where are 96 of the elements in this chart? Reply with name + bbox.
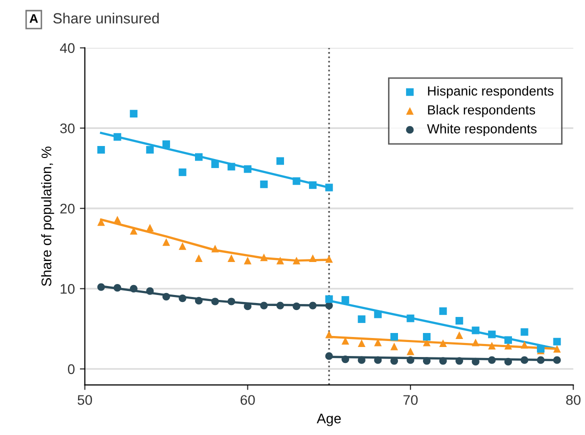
point bbox=[211, 298, 219, 306]
point bbox=[439, 307, 447, 315]
point bbox=[536, 356, 545, 364]
point bbox=[146, 224, 154, 232]
point bbox=[276, 302, 284, 310]
point bbox=[488, 356, 496, 364]
y-tick-label: 0 bbox=[68, 364, 75, 374]
y-tick-label: 30 bbox=[60, 123, 75, 134]
point bbox=[472, 338, 480, 346]
point bbox=[114, 284, 122, 292]
point bbox=[456, 331, 464, 340]
point bbox=[439, 357, 447, 365]
point bbox=[456, 316, 464, 325]
point bbox=[406, 356, 414, 364]
point bbox=[422, 357, 431, 365]
point bbox=[520, 356, 528, 364]
point bbox=[406, 347, 414, 356]
x-tick-label: 50 bbox=[78, 395, 92, 405]
x-tick-label: 70 bbox=[403, 395, 418, 405]
x-axis-title: Age bbox=[316, 414, 341, 426]
legend-label: Hispanic respondents bbox=[428, 86, 554, 98]
point bbox=[260, 302, 268, 310]
point bbox=[178, 294, 186, 302]
y-tick-label: 10 bbox=[60, 284, 75, 294]
point bbox=[422, 333, 431, 341]
point bbox=[342, 355, 350, 364]
point bbox=[292, 302, 300, 310]
point bbox=[97, 218, 105, 226]
y-axis-title: Share of population, % bbox=[41, 146, 54, 286]
point bbox=[146, 287, 154, 295]
point bbox=[276, 256, 284, 264]
point bbox=[520, 341, 528, 349]
point bbox=[308, 302, 317, 310]
point bbox=[228, 162, 236, 170]
y-tick-label: 20 bbox=[60, 204, 75, 214]
point bbox=[130, 110, 138, 118]
point bbox=[114, 133, 122, 141]
x-tick-label: 80 bbox=[566, 395, 580, 405]
point bbox=[520, 328, 528, 336]
y-tick-label: 40 bbox=[60, 43, 75, 54]
point bbox=[325, 184, 333, 192]
text: A bbox=[30, 14, 38, 23]
point bbox=[195, 254, 203, 262]
point bbox=[228, 254, 236, 262]
legend-label: Black respondents bbox=[428, 104, 536, 118]
point bbox=[390, 342, 398, 350]
point bbox=[553, 338, 561, 346]
point bbox=[358, 315, 366, 323]
point bbox=[162, 238, 170, 246]
point bbox=[488, 342, 496, 350]
point bbox=[325, 295, 333, 303]
point bbox=[244, 165, 252, 173]
point bbox=[472, 326, 480, 334]
point bbox=[325, 352, 333, 360]
point bbox=[504, 358, 512, 366]
point bbox=[97, 146, 105, 154]
chart-title: Share uninsured bbox=[53, 12, 159, 24]
point bbox=[162, 140, 170, 148]
point bbox=[374, 310, 382, 318]
x-tick-label: 60 bbox=[240, 395, 255, 405]
point bbox=[374, 356, 382, 364]
point bbox=[308, 181, 317, 189]
point bbox=[195, 153, 203, 161]
point bbox=[244, 256, 252, 264]
point bbox=[553, 356, 561, 364]
point bbox=[162, 292, 170, 300]
point bbox=[358, 356, 366, 364]
point bbox=[325, 330, 333, 338]
point bbox=[114, 216, 122, 224]
point bbox=[406, 314, 414, 322]
point bbox=[553, 345, 561, 353]
point bbox=[260, 254, 268, 262]
point bbox=[130, 284, 138, 292]
point bbox=[308, 254, 317, 262]
point bbox=[211, 244, 219, 252]
point bbox=[488, 330, 496, 338]
point bbox=[178, 242, 186, 250]
point bbox=[211, 160, 219, 168]
point bbox=[260, 180, 268, 188]
point bbox=[472, 358, 480, 366]
point bbox=[504, 336, 512, 344]
point bbox=[456, 357, 464, 365]
point bbox=[97, 283, 105, 291]
point bbox=[292, 177, 300, 185]
point bbox=[292, 256, 300, 264]
point bbox=[358, 339, 366, 348]
point bbox=[325, 255, 333, 263]
point bbox=[195, 296, 203, 304]
point bbox=[390, 333, 398, 341]
point bbox=[146, 146, 154, 154]
point bbox=[178, 168, 186, 176]
point bbox=[342, 296, 350, 304]
point bbox=[439, 339, 447, 348]
point bbox=[276, 157, 284, 165]
point bbox=[228, 298, 236, 306]
legend-label: White respondents bbox=[427, 124, 537, 136]
